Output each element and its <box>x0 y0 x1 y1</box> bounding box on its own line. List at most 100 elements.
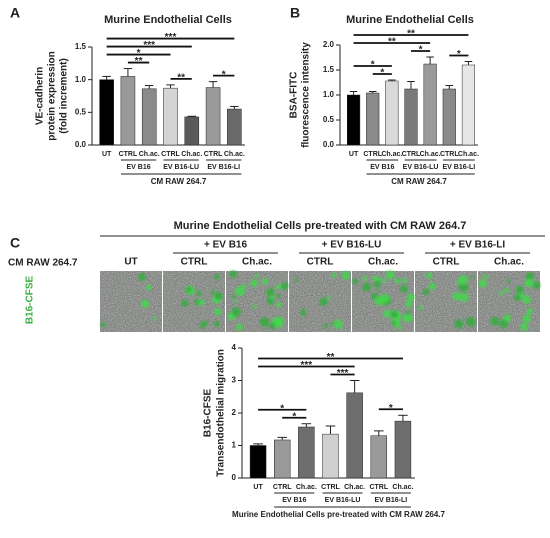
cell <box>524 278 534 288</box>
column-label: UT <box>124 257 137 268</box>
group-label: EV B16-LU <box>163 164 199 171</box>
micrograph-image <box>100 271 162 332</box>
cell <box>482 274 486 279</box>
x-axis-label: Murine Endothelial Cells pre-treated wit… <box>232 510 445 519</box>
cell <box>330 321 335 326</box>
y-tick-label: 0.5 <box>75 107 87 116</box>
cell <box>490 316 500 326</box>
cell-cluster <box>180 274 223 329</box>
cell <box>404 300 413 308</box>
image-texture <box>100 271 162 332</box>
x-tick-label: CTRL <box>402 151 421 158</box>
cell <box>458 282 469 292</box>
bar <box>205 87 221 146</box>
cell <box>231 307 241 317</box>
cell <box>391 321 396 326</box>
cell-cluster <box>478 272 541 331</box>
cell <box>333 319 343 330</box>
cell <box>214 321 220 327</box>
bar <box>227 108 242 146</box>
cell <box>526 308 533 315</box>
bar <box>346 392 363 479</box>
cell <box>418 305 423 311</box>
cell <box>376 289 380 293</box>
y-tick-label: 1 <box>232 441 237 450</box>
panel-letter: A <box>10 5 20 21</box>
cell <box>362 275 368 281</box>
x-tick-label: UT <box>253 484 263 491</box>
cell <box>141 299 150 308</box>
bar <box>366 92 380 146</box>
cell <box>459 292 469 302</box>
significance-label: ** <box>407 29 415 40</box>
y-tick-label: 4 <box>232 343 237 352</box>
micrograph-image <box>352 270 415 332</box>
cell <box>458 275 468 285</box>
cell <box>275 284 282 290</box>
cell <box>402 316 409 322</box>
row-label: CM RAW 264.7 <box>8 258 78 269</box>
x-tick-label: CTRL <box>369 484 388 491</box>
cell <box>327 295 331 300</box>
cell <box>352 278 358 285</box>
micrograph-image <box>163 271 225 332</box>
micrograph-image <box>478 271 541 332</box>
stain-label: B16-CFSE <box>25 276 36 325</box>
cell <box>210 290 215 295</box>
cell <box>259 317 270 327</box>
group-label: EV B16 <box>282 497 306 504</box>
cell <box>454 319 464 329</box>
y-tick-label: 1.5 <box>323 65 335 74</box>
cell <box>382 309 391 318</box>
y-tick-label: 3 <box>232 376 237 385</box>
cell <box>478 279 488 288</box>
chart-title: Murine Endothelial Cells <box>346 14 474 26</box>
cell <box>498 290 504 296</box>
group-label: EV B16 <box>370 164 394 171</box>
bar <box>423 63 437 146</box>
micrograph-image <box>289 271 351 332</box>
cell <box>425 272 433 279</box>
y-tick-label: 0.0 <box>323 140 335 149</box>
significance-label: *** <box>143 40 155 51</box>
cell <box>381 278 386 283</box>
x-tick-label: CTRL <box>321 484 340 491</box>
significance-label: ** <box>135 56 143 67</box>
significance-label: * <box>371 60 375 71</box>
bar <box>249 445 267 479</box>
bar <box>184 116 200 146</box>
cell <box>229 270 237 278</box>
cell <box>331 272 337 278</box>
bar <box>298 426 315 479</box>
cell <box>273 316 284 327</box>
cell <box>522 295 531 304</box>
column-label: CTRL <box>307 257 334 268</box>
cell <box>380 293 390 303</box>
cell <box>465 316 476 327</box>
cell <box>185 286 192 293</box>
cell <box>456 280 461 285</box>
y-tick-label: 2.0 <box>323 40 335 49</box>
x-tick-label: UT <box>102 151 112 158</box>
cell <box>362 282 371 292</box>
column-label: Ch.ac. <box>368 257 398 268</box>
cell <box>300 308 306 314</box>
group-label: EV B16-LI <box>207 164 240 171</box>
cell <box>525 272 534 281</box>
significance-label: * <box>292 411 296 422</box>
cell <box>236 323 244 331</box>
bar <box>385 80 399 146</box>
chart-title: Murine Endothelial Cells <box>104 14 232 26</box>
cell <box>252 304 257 309</box>
significance-label: * <box>380 68 384 79</box>
y-axis-label: (fold increment) <box>59 58 70 134</box>
cell <box>319 297 328 307</box>
group-label: + EV B16 <box>204 240 248 251</box>
cell <box>231 294 236 299</box>
cell <box>394 278 400 284</box>
x-tick-label: Ch.ac. <box>381 151 402 158</box>
cell <box>276 293 281 299</box>
panel-letter: C <box>10 235 20 251</box>
significance-label: * <box>457 49 461 60</box>
